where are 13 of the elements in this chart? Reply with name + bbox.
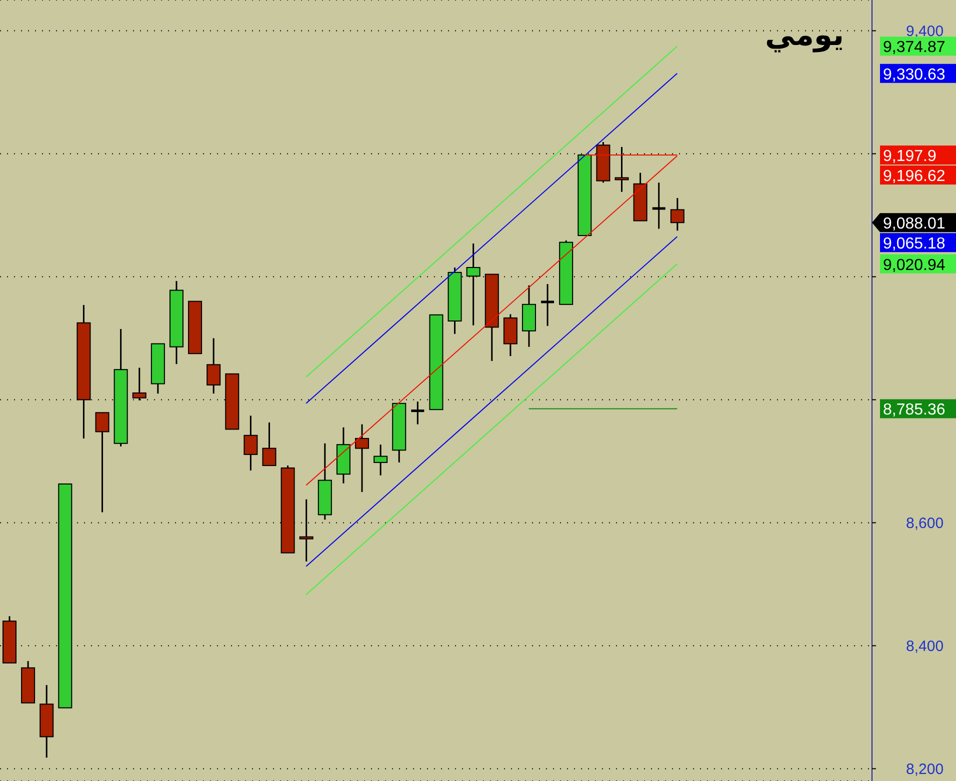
text: 9,374.87 [883, 39, 946, 56]
y-tick-label: 8,200 [906, 761, 944, 778]
text: يومي [765, 18, 844, 53]
y-tick-label: 8,400 [906, 638, 944, 656]
text: 9,196.62 [883, 168, 946, 186]
text: 9,088.01 [883, 216, 946, 233]
text: 9,065.18 [883, 236, 946, 253]
text: 9,020.94 [883, 256, 946, 274]
y-tick-label: 8,600 [906, 515, 944, 532]
text: 9,197.9 [883, 148, 936, 166]
text: 9,330.63 [883, 66, 946, 84]
text: 8,785.36 [883, 402, 946, 419]
y-tick-label: 9,400 [906, 23, 944, 40]
